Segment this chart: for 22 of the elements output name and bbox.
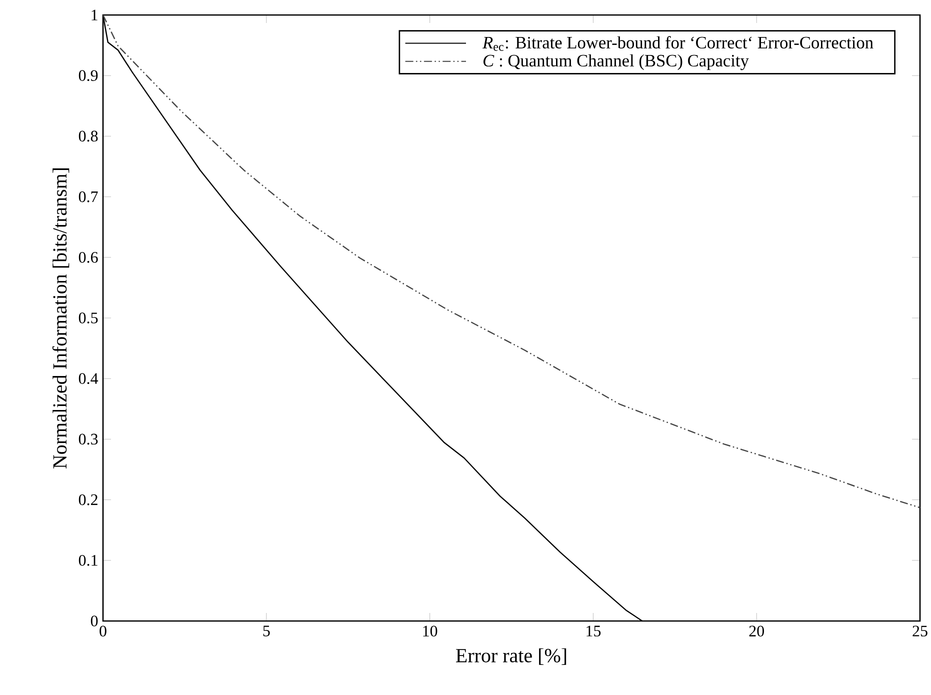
x-tick-label: 5 [263, 626, 270, 636]
x-axis-title: Error rate [%] [456, 648, 566, 665]
y-axis-title: Normalized Information [bits/transm] [52, 168, 70, 468]
y-tick-label: 0.7 [78, 191, 98, 202]
y-tick-label: 0 [90, 616, 98, 626]
y-tick-label: 0.9 [78, 70, 98, 82]
x-tick-label: 0 [100, 626, 106, 636]
y-tick-label: 0.6 [78, 252, 98, 263]
y-tick-label: 1 [92, 10, 98, 20]
legend-label: R$_{ec}$: Bitrate Lower-bound for ‘Correct‘ Error-Correction [482, 36, 874, 51]
x-tick-label: 15 [586, 626, 601, 636]
y-tick-label: 0.8 [78, 130, 98, 142]
x-tick-label: 10 [423, 626, 438, 636]
y-tick-label: 0.1 [78, 554, 98, 566]
y-tick-label: 0.3 [78, 434, 98, 445]
y-tick-label: 0.4 [78, 373, 98, 384]
y-tick-label: 0.5 [78, 312, 98, 324]
line-series [103, 14, 920, 508]
legend-label: C : Quantum Channel (BSC) Capacity [483, 54, 749, 70]
x-tick-label: 20 [749, 626, 764, 636]
x-tick-label: 25 [912, 626, 928, 636]
y-tick-label: 0.2 [78, 494, 98, 506]
